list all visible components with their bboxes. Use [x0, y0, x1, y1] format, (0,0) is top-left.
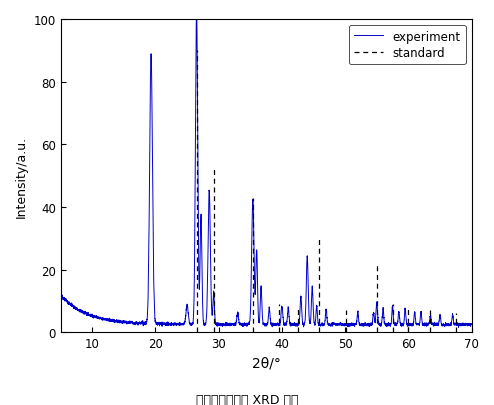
- experiment: [424, 322, 430, 327]
- experiment: [469, 322, 475, 327]
- Y-axis label: Intensity/a.u.: Intensity/a.u.: [15, 135, 28, 217]
- experiment: [194, 10, 200, 15]
- experiment: [455, 325, 461, 330]
- experiment: [58, 292, 64, 297]
- experiment: [299, 313, 305, 318]
- X-axis label: 2θ/°: 2θ/°: [251, 356, 281, 370]
- experiment: [257, 315, 263, 320]
- experiment: [454, 323, 460, 328]
- Text: 一水硫酸镁产品 XRD 谱图: 一水硫酸镁产品 XRD 谱图: [196, 393, 298, 405]
- experiment: [189, 323, 195, 328]
- Legend: experiment, standard: experiment, standard: [349, 26, 466, 65]
- experiment: [95, 316, 101, 321]
- Line: experiment: experiment: [61, 12, 472, 328]
